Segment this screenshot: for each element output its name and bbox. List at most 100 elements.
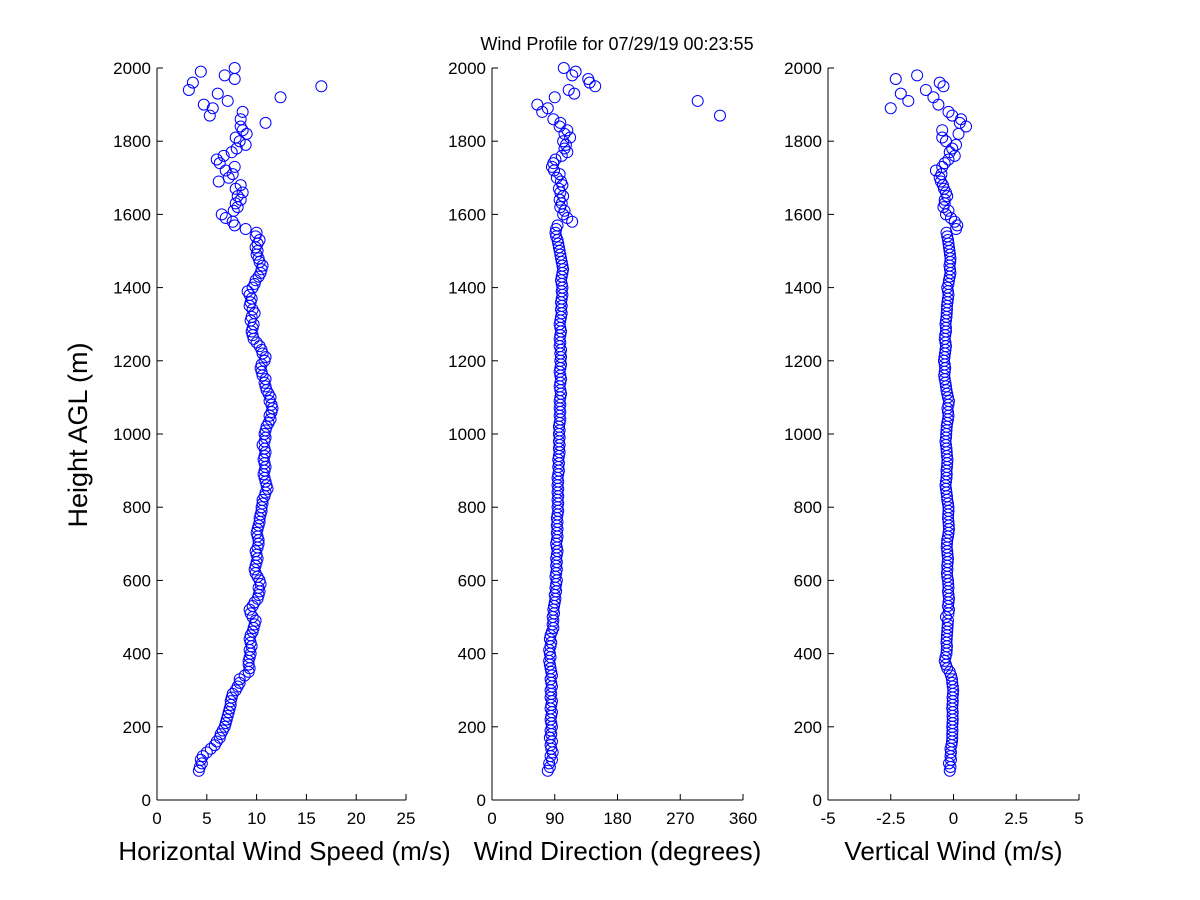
y-tick-label: 600 — [123, 571, 151, 590]
data-point — [259, 446, 272, 459]
data-point — [569, 65, 582, 78]
data-point — [266, 402, 279, 415]
data-point — [942, 153, 955, 166]
data-point — [932, 98, 945, 111]
data-point — [531, 98, 544, 111]
data-point — [250, 226, 263, 239]
data-point — [219, 717, 232, 730]
data-point — [228, 72, 241, 85]
data-point — [253, 340, 266, 353]
x-tick-label: 0 — [152, 809, 161, 828]
data-point — [927, 91, 940, 104]
y-tick-label: 1200 — [113, 352, 151, 371]
data-point — [555, 175, 568, 188]
data-point — [234, 179, 247, 192]
data-point — [236, 186, 249, 199]
data-point — [240, 127, 253, 140]
data-point — [549, 153, 562, 166]
data-point — [948, 215, 961, 228]
data-point — [258, 376, 271, 389]
data-point — [946, 109, 959, 122]
x-tick-label: 270 — [666, 809, 694, 828]
data-point — [902, 94, 915, 107]
data-point — [200, 746, 213, 759]
data-point — [249, 614, 262, 627]
data-point — [256, 259, 269, 272]
data-point — [557, 135, 570, 148]
data-point — [247, 332, 260, 345]
data-point — [558, 204, 571, 217]
data-point — [259, 351, 272, 364]
data-point — [234, 113, 247, 126]
data-point — [547, 113, 560, 126]
data-point — [228, 62, 241, 74]
data-point — [933, 76, 946, 89]
x-tick-label: -5 — [820, 809, 835, 828]
y-tick-label: 2000 — [113, 59, 151, 78]
data-point — [566, 69, 579, 82]
data-point — [943, 146, 956, 159]
data-point — [218, 69, 231, 82]
y-tick-label: 800 — [458, 498, 486, 517]
data-point — [234, 193, 247, 206]
data-point — [220, 713, 233, 726]
data-point — [194, 65, 207, 78]
panel-horizontal-wind-speed: 0 200 400 600 800 1000 1200 1400 1600 1800 2000 0 5 1… — [113, 59, 451, 866]
data-point — [548, 91, 561, 104]
data-point — [943, 665, 956, 678]
data-point — [243, 299, 256, 312]
data-point — [566, 215, 579, 228]
data-point — [222, 171, 235, 184]
y-tick-label: 1800 — [113, 132, 151, 151]
y-tick-label: 1400 — [448, 279, 486, 298]
data-point — [210, 153, 223, 166]
data-point — [254, 266, 267, 279]
data-point — [551, 219, 564, 232]
data-point — [315, 80, 328, 93]
data-point — [228, 160, 241, 173]
data-point — [550, 171, 563, 184]
chart-title: Wind Profile for 07/29/19 00:23:55 — [480, 34, 753, 54]
data-point — [211, 87, 224, 100]
data-point — [246, 303, 259, 316]
data-point — [250, 526, 263, 539]
data-point — [229, 131, 242, 144]
data-point — [245, 640, 258, 653]
data-point — [221, 709, 234, 722]
data-point — [249, 559, 262, 572]
data-point — [253, 234, 266, 247]
x-axis-label: Horizontal Wind Speed (m/s) — [118, 836, 450, 866]
x-tick-label: 5 — [202, 809, 211, 828]
data-point — [257, 468, 270, 481]
data-point — [248, 596, 261, 609]
data-point — [691, 94, 704, 107]
x-axis-label: Wind Direction (degrees) — [474, 836, 762, 866]
data-point — [251, 552, 264, 565]
data-point — [936, 160, 949, 173]
data-point — [937, 182, 950, 195]
data-point — [552, 237, 565, 250]
y-tick-label: 800 — [123, 498, 151, 517]
data-point — [561, 146, 574, 159]
y-tick-label: 1800 — [448, 132, 486, 151]
data-point — [946, 142, 959, 155]
data-point — [244, 607, 257, 620]
data-point — [248, 618, 261, 631]
y-tick-label: 1000 — [113, 425, 151, 444]
y-tick-label: 1200 — [448, 352, 486, 371]
data-point — [939, 135, 952, 148]
data-point — [260, 479, 273, 492]
x-tick-label: 10 — [247, 809, 266, 828]
data-point — [889, 72, 902, 85]
data-point — [960, 120, 973, 133]
data-point — [919, 83, 932, 96]
data-point — [936, 124, 949, 137]
x-tick-label: 5 — [1074, 809, 1083, 828]
data-point — [955, 113, 968, 126]
data-point — [246, 625, 259, 638]
data-point — [257, 453, 270, 466]
y-tick-label: 400 — [458, 645, 486, 664]
data-point — [204, 742, 217, 755]
